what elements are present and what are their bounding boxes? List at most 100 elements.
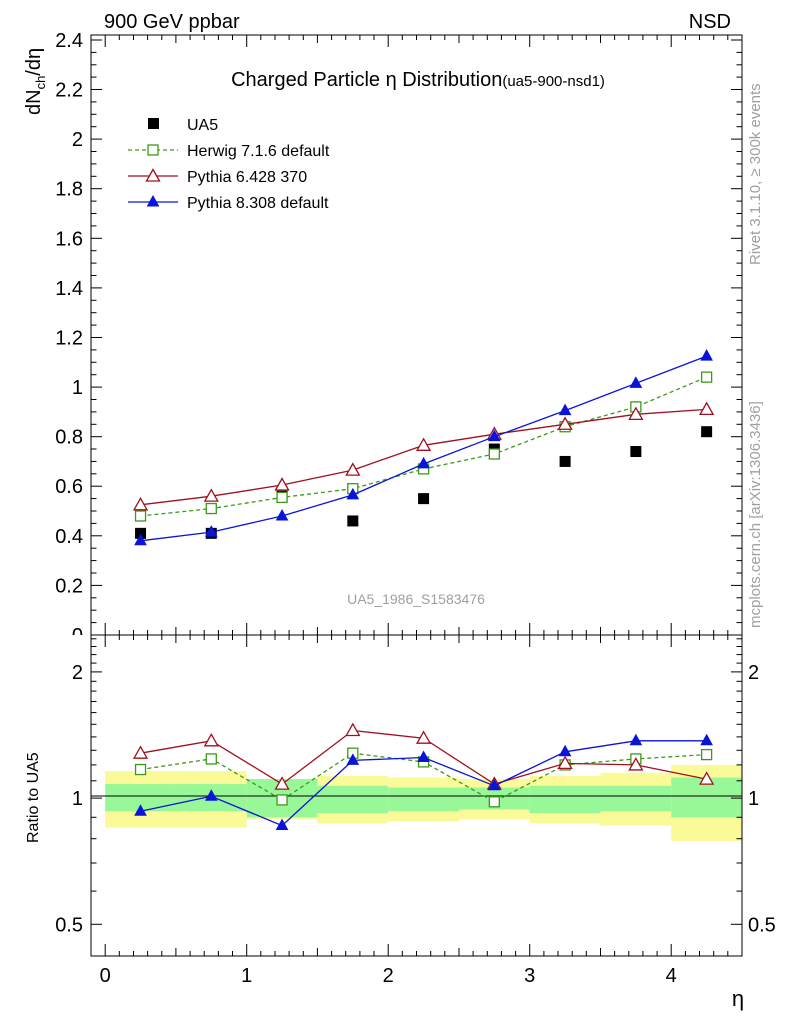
legend-entry-ua5: UA5 (148, 117, 218, 134)
legend-marker-pythia8 (146, 194, 160, 207)
main-watermark: UA5_1986_S1583476 (347, 591, 485, 607)
ratio-band-inner-7 (600, 785, 672, 812)
main-point-pythia6-6 (557, 416, 573, 430)
main-point-pythia6-3 (345, 462, 361, 476)
ratio-frame (90, 634, 743, 957)
main-panel: UA5_1986_S1583476 Charged Particle η Dis… (55, 30, 743, 647)
ratio-ylabel: Ratio to UA5 (25, 752, 42, 843)
main-ylabel: dNch/dη (23, 48, 48, 115)
main-point-pythia6-1 (203, 488, 219, 502)
ratio-band-inner-4 (388, 787, 459, 812)
main-point-herwig-1 (205, 502, 217, 515)
main-axes: 0.2 0.4 0.6 0.8 1 1.2 1.4 1.6 1.8 2 2.2 2.4 0 (55, 30, 743, 647)
ratio-point-pythia8-3 (346, 753, 360, 765)
main-point-ua5-7 (630, 446, 642, 458)
main-ytick-label-0: 0.2 (55, 575, 83, 597)
main-marks (132, 349, 715, 546)
main-title: Charged Particle η Distribution(ua5-900-… (231, 69, 605, 91)
legend-entry-pythia8: Pythia 8.308 default (128, 194, 329, 212)
legend-marker-herwig (147, 144, 159, 156)
legend-label-ua5: UA5 (187, 117, 218, 134)
ratio-point-pythia8-7 (629, 733, 643, 746)
ratio-point-pythia8-2 (275, 818, 289, 831)
ratio-ytick-label-right-2: 2 (748, 662, 759, 684)
header-left-title: 900 GeV ppbar (104, 11, 240, 33)
main-ytick-label-10: 2.2 (55, 80, 83, 102)
legend-label-pythia6: Pythia 6.428 370 (187, 169, 307, 186)
main-ytick-label-4: 1 (72, 377, 83, 399)
main-point-ua5-8 (701, 426, 713, 438)
legend-label-herwig: Herwig 7.1.6 default (187, 143, 330, 160)
ratio-point-pythia8-4 (417, 750, 430, 762)
main-point-ua5-3 (347, 515, 359, 527)
ratio-panel: 0.5 0.5 1 1 2 2 0 1 2 3 4 (55, 634, 776, 987)
ratio-point-pythia6-3 (345, 722, 361, 737)
main-point-herwig-2 (276, 491, 288, 504)
main-point-herwig-5 (488, 448, 500, 460)
legend-label-pythia8: Pythia 8.308 default (187, 195, 329, 212)
ratio-point-herwig-0 (134, 763, 147, 776)
main-point-ua5-6 (559, 455, 571, 467)
ratio-point-herwig-2 (276, 794, 288, 806)
ratio-point-pythia6-7 (628, 757, 644, 771)
legend-marker-pythia6 (145, 168, 161, 182)
ratio-point-pythia8-5 (487, 778, 501, 791)
main-ylabel-main: dN (23, 89, 45, 115)
mcplots-label: mcplots.cern.ch [arXiv:1306.3436] (747, 401, 764, 628)
x-tick-label-2: 2 (383, 965, 394, 987)
main-ytick-label-11: 2.4 (55, 30, 83, 52)
ratio-ytick-label-right-1: 1 (748, 788, 759, 810)
ratio-point-pythia6-2 (274, 776, 290, 790)
ratio-marks (132, 722, 715, 831)
main-point-herwig-0 (134, 510, 147, 522)
x-axis-label: η (732, 986, 744, 1011)
rivet-info-label: Rivet 3.1.10, ≥ 300k events (747, 83, 764, 265)
ratio-point-pythia8-6 (558, 744, 572, 757)
main-point-ua5-0 (135, 527, 147, 539)
main-ytick-label-8: 1.8 (55, 179, 83, 201)
main-ytick-label-3: 0.8 (55, 427, 83, 449)
main-point-pythia8-5 (487, 429, 501, 442)
ratio-point-pythia8-1 (204, 789, 218, 801)
main-ylabel-tail: /dη (23, 48, 45, 76)
legend: UA5 Herwig 7.1.6 default Pythia 6.428 37… (128, 117, 330, 212)
main-point-pythia8-7 (629, 376, 643, 388)
main-point-pythia6-2 (274, 477, 290, 491)
main-ytick-label-1: 0.4 (55, 526, 83, 548)
ratio-band-inner-3 (317, 785, 389, 814)
main-point-pythia6-0 (132, 497, 149, 511)
main-point-pythia6-8 (699, 401, 715, 416)
header-right-title: NSD (689, 11, 731, 33)
ratio-axes: 0.5 0.5 1 1 2 2 0 1 2 3 4 (55, 635, 776, 987)
ratio-ytick-label-left-0: 0.5 (55, 914, 83, 936)
main-ytick-label-zero: 0 (72, 625, 83, 647)
main-point-ua5-4 (418, 493, 430, 505)
x-tick-label-3: 3 (524, 965, 535, 987)
main-point-pythia8-1 (204, 525, 218, 537)
ratio-point-herwig-1 (205, 753, 217, 765)
main-ytick-label-2: 0.6 (55, 476, 83, 498)
legend-marker-ua5 (148, 118, 159, 129)
ratio-band-inner-6 (529, 785, 601, 814)
main-point-pythia8-3 (346, 487, 360, 500)
main-point-pythia6-4 (415, 437, 432, 451)
x-tick-label-4: 4 (666, 965, 677, 987)
main-point-pythia8-4 (417, 456, 430, 469)
legend-entry-herwig: Herwig 7.1.6 default (128, 143, 330, 160)
main-point-pythia6-7 (628, 406, 644, 420)
x-tick-label-1: 1 (241, 965, 252, 987)
main-title-text: Charged Particle η Distribution (231, 69, 502, 91)
ratio-point-pythia6-0 (132, 745, 149, 759)
ratio-point-pythia6-1 (203, 732, 219, 747)
ratio-bands (105, 764, 742, 841)
main-subtitle-text: (ua5-900-nsd1) (502, 73, 605, 90)
ratio-point-herwig-5 (488, 796, 500, 808)
ratio-ytick-label-right-0: 0.5 (748, 914, 776, 936)
main-point-pythia8-6 (558, 403, 572, 416)
main-point-pythia8-0 (134, 533, 147, 546)
main-point-pythia8-2 (275, 508, 289, 521)
main-ytick-label-7: 1.6 (55, 228, 83, 250)
main-point-pythia8-8 (700, 349, 713, 361)
ratio-point-pythia8-8 (700, 733, 713, 746)
